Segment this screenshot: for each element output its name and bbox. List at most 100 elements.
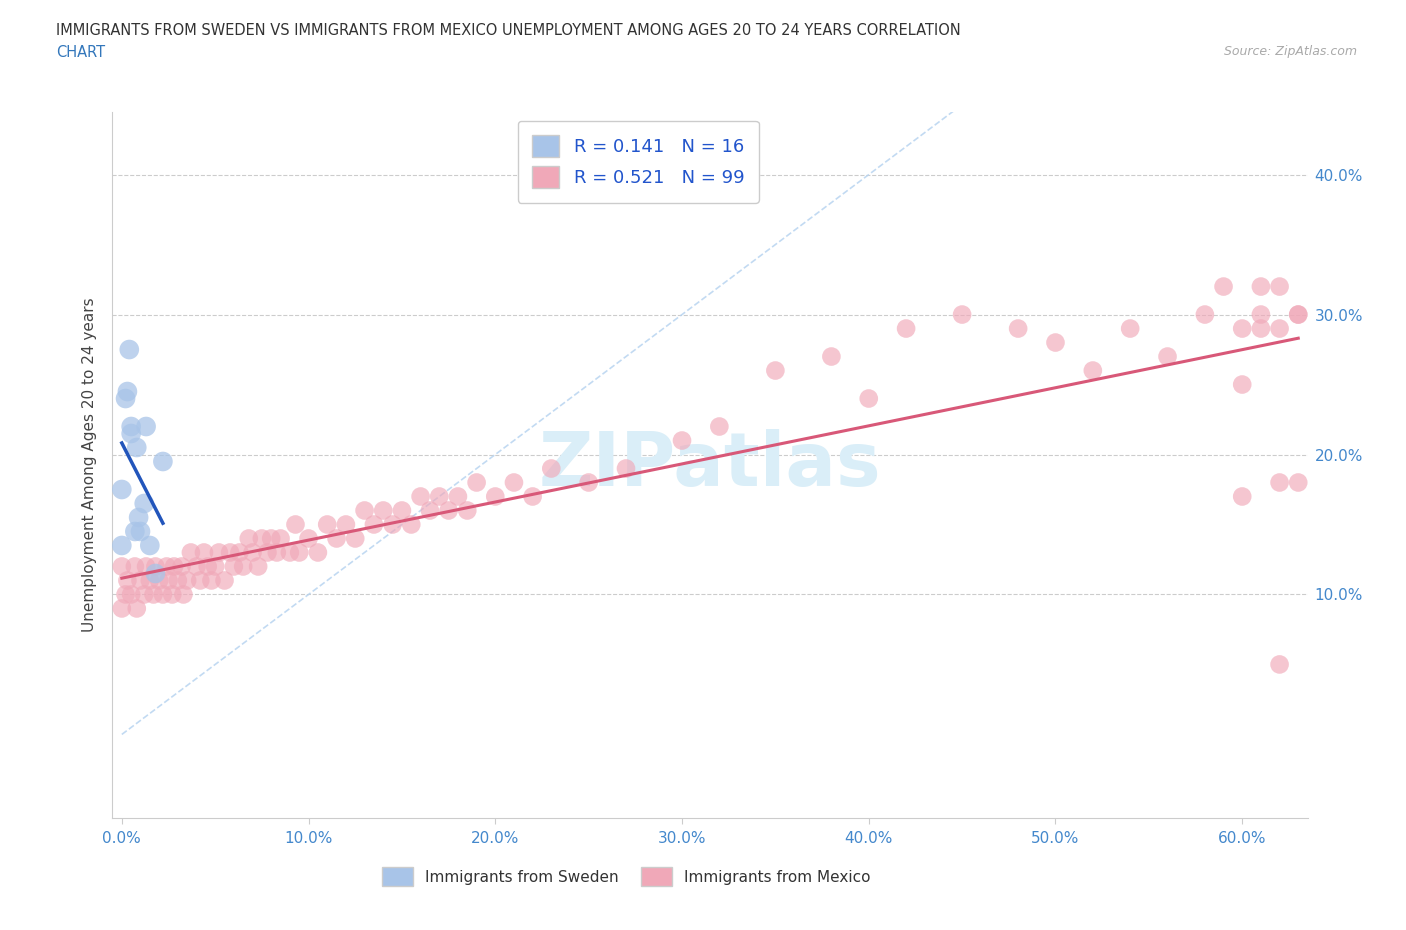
Point	[135, 559, 157, 574]
Point	[1232, 321, 1254, 336]
Point	[260, 531, 283, 546]
Point	[148, 573, 170, 588]
Point	[208, 545, 231, 560]
Point	[540, 461, 562, 476]
Point	[1007, 321, 1029, 336]
Point	[335, 517, 357, 532]
Point	[238, 531, 260, 546]
Point	[671, 433, 693, 448]
Point	[128, 510, 150, 525]
Point	[763, 363, 786, 378]
Point	[297, 531, 319, 546]
Point	[578, 475, 600, 490]
Point	[456, 503, 478, 518]
Text: CHART: CHART	[56, 45, 105, 60]
Point	[709, 419, 731, 434]
Text: IMMIGRANTS FROM SWEDEN VS IMMIGRANTS FROM MEXICO UNEMPLOYMENT AMONG AGES 20 TO 2: IMMIGRANTS FROM SWEDEN VS IMMIGRANTS FRO…	[56, 23, 960, 38]
Point	[270, 531, 292, 546]
Point	[373, 503, 395, 518]
Point	[142, 587, 165, 602]
Point	[129, 524, 152, 538]
Point	[145, 559, 167, 574]
Point	[820, 349, 842, 364]
Point	[381, 517, 404, 532]
Point	[170, 559, 193, 574]
Point	[447, 489, 470, 504]
Point	[391, 503, 413, 518]
Point	[156, 559, 179, 574]
Point	[363, 517, 385, 532]
Point	[288, 545, 311, 560]
Point	[111, 482, 134, 497]
Point	[522, 489, 544, 504]
Point	[419, 503, 441, 518]
Point	[1232, 489, 1254, 504]
Point	[163, 559, 186, 574]
Point	[114, 392, 136, 406]
Point	[1045, 335, 1067, 350]
Point	[1268, 657, 1291, 671]
Point	[193, 545, 215, 560]
Point	[484, 489, 506, 504]
Point	[188, 573, 211, 588]
Point	[250, 531, 273, 546]
Point	[427, 489, 450, 504]
Point	[503, 475, 526, 490]
Point	[172, 587, 194, 602]
Point	[1232, 377, 1254, 392]
Point	[176, 573, 198, 588]
Point	[166, 573, 188, 588]
Point	[409, 489, 432, 504]
Point	[162, 587, 183, 602]
Point	[125, 601, 148, 616]
Point	[278, 545, 301, 560]
Point	[204, 559, 226, 574]
Point	[180, 545, 202, 560]
Point	[1194, 307, 1216, 322]
Point	[858, 392, 880, 406]
Point	[152, 454, 174, 469]
Point	[1268, 321, 1291, 336]
Point	[1268, 279, 1291, 294]
Point	[111, 601, 134, 616]
Point	[120, 587, 142, 602]
Point	[232, 559, 254, 574]
Point	[1250, 307, 1272, 322]
Point	[228, 545, 250, 560]
Point	[200, 573, 222, 588]
Point	[614, 461, 637, 476]
Point	[1268, 475, 1291, 490]
Point	[1212, 279, 1234, 294]
Point	[222, 559, 245, 574]
Text: Source: ZipAtlas.com: Source: ZipAtlas.com	[1223, 45, 1357, 58]
Point	[120, 419, 142, 434]
Point	[152, 587, 174, 602]
Point	[125, 440, 148, 455]
Y-axis label: Unemployment Among Ages 20 to 24 years: Unemployment Among Ages 20 to 24 years	[82, 298, 97, 632]
Point	[353, 503, 375, 518]
Point	[134, 496, 156, 511]
Point	[197, 559, 219, 574]
Point	[117, 384, 139, 399]
Point	[139, 538, 162, 553]
Point	[1286, 475, 1309, 490]
Point	[247, 559, 270, 574]
Point	[344, 531, 367, 546]
Point	[1250, 279, 1272, 294]
Point	[1250, 321, 1272, 336]
Point	[111, 559, 134, 574]
Point	[1156, 349, 1178, 364]
Point	[186, 559, 208, 574]
Point	[145, 566, 167, 581]
Point	[135, 419, 157, 434]
Point	[129, 573, 152, 588]
Point	[124, 524, 146, 538]
Text: ZIPatlas: ZIPatlas	[538, 429, 882, 501]
Point	[214, 573, 236, 588]
Point	[1081, 363, 1104, 378]
Point	[117, 573, 139, 588]
Point	[114, 587, 136, 602]
Point	[316, 517, 339, 532]
Point	[120, 426, 142, 441]
Legend: Immigrants from Sweden, Immigrants from Mexico: Immigrants from Sweden, Immigrants from …	[375, 861, 877, 892]
